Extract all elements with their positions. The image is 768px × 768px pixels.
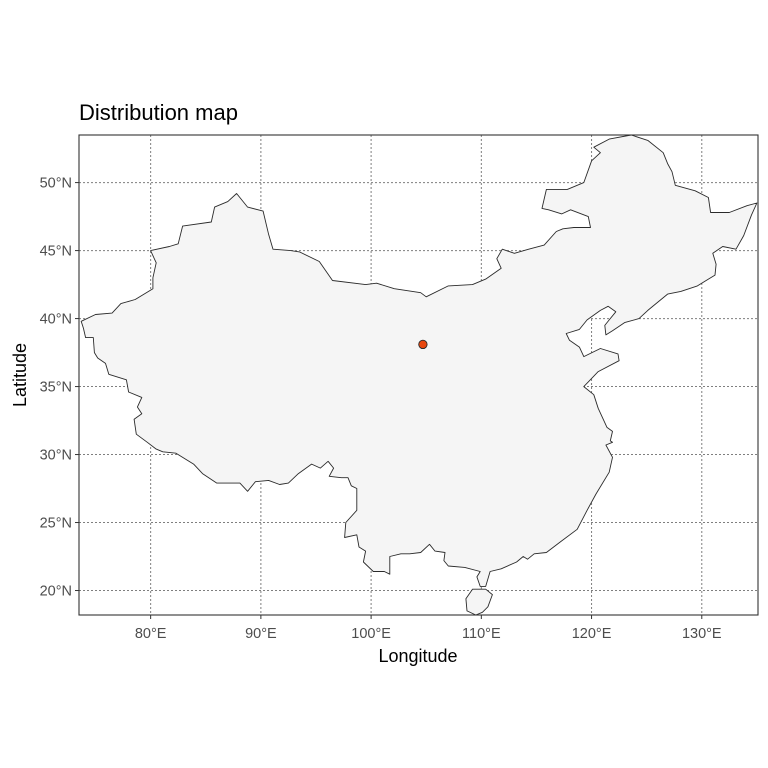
y-axis-title: Latitude xyxy=(10,343,30,407)
x-tick-label: 90°E xyxy=(245,626,277,642)
occurrence-point xyxy=(418,339,428,350)
x-tick-label: 100°E xyxy=(351,626,391,642)
x-tick-label: 130°E xyxy=(682,626,722,642)
y-tick-label: 20°N xyxy=(40,584,72,600)
y-tick-label: 25°N xyxy=(40,516,72,532)
occurrence-points xyxy=(418,339,428,350)
y-tick-label: 35°N xyxy=(40,380,72,396)
y-tick-label: 45°N xyxy=(40,244,72,260)
x-tick-label: 80°E xyxy=(135,626,167,642)
panel-border xyxy=(78,134,759,616)
y-tick-label: 30°N xyxy=(40,448,72,464)
y-tick-label: 40°N xyxy=(40,312,72,328)
x-tick-label: 110°E xyxy=(462,626,501,642)
x-axis-title: Longitude xyxy=(378,646,457,666)
axis-ticks: 80°E 90°E 100°E 110°E 120°E 130°E 20°N 25°N 30°N… xyxy=(40,176,722,642)
map-title: Distribution map xyxy=(79,100,238,125)
mainland-china-shape xyxy=(80,134,758,587)
y-tick-label: 50°N xyxy=(40,176,72,192)
hainan-island-shape xyxy=(465,588,493,616)
country-shapes xyxy=(80,134,758,616)
x-tick-label: 120°E xyxy=(572,626,612,642)
